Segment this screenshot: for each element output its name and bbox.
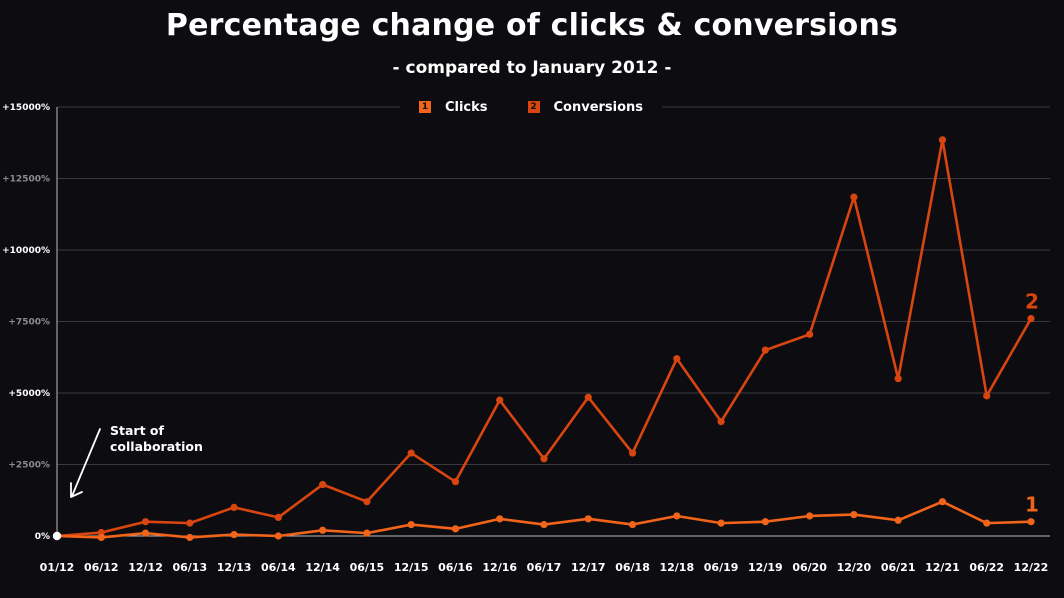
annotation-arrow-icon	[70, 428, 101, 498]
data-point-clicks	[496, 515, 504, 523]
data-point-clicks	[407, 520, 415, 529]
y-tick-label: +2500%	[8, 461, 50, 471]
x-tick-label: 12/13	[217, 561, 252, 574]
legend-marker-conversions: 2	[527, 101, 540, 113]
data-point-conversions	[983, 392, 991, 400]
x-tick-label: 12/15	[394, 561, 429, 574]
x-tick-label: 12/14	[305, 561, 340, 574]
data-point-conversions	[141, 518, 150, 526]
data-point-clicks	[451, 525, 460, 533]
data-point-conversions	[363, 498, 371, 506]
y-tick-label: +12500%	[2, 175, 50, 185]
x-tick-label: 06/22	[969, 561, 1004, 574]
data-point-conversions	[761, 346, 769, 354]
data-point-clicks	[1027, 518, 1035, 526]
data-point-clicks	[806, 512, 814, 520]
annotation-text: Start of collaboration	[110, 423, 230, 455]
data-point-clicks	[274, 532, 282, 540]
data-point-conversions	[938, 136, 947, 144]
data-point-clicks	[97, 533, 105, 542]
data-point-clicks	[894, 516, 902, 524]
x-tick-label: 12/18	[659, 561, 694, 574]
data-point-clicks	[540, 520, 548, 529]
x-tick-label: 06/20	[792, 561, 827, 574]
annotation-line-1: Start of	[110, 423, 164, 438]
legend-marker-clicks: 1	[418, 101, 431, 113]
chart-title: Percentage change of clicks & conversion…	[165, 8, 899, 43]
x-tick-label: 12/22	[1014, 561, 1049, 574]
data-point-conversions	[717, 418, 725, 426]
x-tick-label: 06/12	[84, 561, 119, 574]
data-point-clicks	[717, 519, 725, 527]
y-tick-label: +5000%	[8, 389, 50, 399]
x-tick-label: 12/21	[925, 561, 960, 574]
data-point-conversions	[806, 330, 814, 338]
data-point-clicks	[628, 520, 637, 529]
data-point-clicks	[938, 498, 947, 506]
x-tick-label: 06/16	[438, 561, 473, 574]
annotation-line-2: collaboration	[110, 439, 203, 454]
y-tick-label: +15000%	[2, 103, 50, 113]
legend-item-clicks: 1 Clicks	[418, 99, 488, 115]
data-point-conversions	[850, 193, 858, 201]
data-point-conversions	[407, 449, 415, 457]
x-tick-label: 12/17	[571, 561, 606, 574]
data-point-clicks	[319, 526, 327, 534]
data-point-clicks	[230, 530, 238, 539]
legend-item-conversions: 2 Conversions	[527, 99, 644, 115]
y-tick-label: 0%	[35, 532, 50, 542]
x-tick-label: 01/12	[40, 561, 75, 574]
y-tick-label: +10000%	[2, 246, 50, 256]
x-tick-label: 06/19	[704, 561, 739, 574]
series-end-label-clicks: 1	[1025, 493, 1039, 517]
data-point-clicks	[186, 533, 194, 542]
data-point-conversions	[451, 478, 460, 486]
data-point-conversions	[673, 355, 681, 363]
series-end-label-conversions: 2	[1025, 290, 1039, 314]
series-line-conversions	[55, 138, 1033, 538]
data-point-clicks	[761, 518, 769, 526]
x-tick-label: 06/14	[261, 561, 296, 574]
legend: 1 Clicks 2 Conversions	[400, 98, 662, 116]
data-point-conversions	[496, 396, 504, 404]
data-point-conversions	[1027, 315, 1035, 323]
data-point-clicks	[363, 529, 371, 537]
x-tick-label: 06/17	[527, 561, 562, 574]
data-point-conversions	[230, 503, 238, 511]
x-tick-label: 12/12	[128, 561, 163, 574]
legend-label-conversions: Conversions	[553, 99, 644, 115]
data-point-conversions	[584, 393, 592, 401]
legend-label-clicks: Clicks	[444, 99, 488, 115]
data-point-clicks	[141, 529, 150, 537]
x-tick-label: 06/13	[172, 561, 207, 574]
y-tick-label: +7500%	[8, 318, 50, 328]
x-tick-label: 12/20	[837, 561, 872, 574]
data-point-conversions	[319, 480, 327, 489]
data-point-conversions	[628, 449, 637, 457]
x-tick-label: 12/19	[748, 561, 783, 574]
chart-subtitle: - compared to January 2012 -	[392, 58, 672, 78]
data-point-clicks	[673, 512, 681, 520]
data-point-clicks	[850, 510, 858, 519]
data-point-conversions	[186, 519, 194, 527]
data-point-conversions	[274, 513, 282, 522]
data-point-conversions	[540, 455, 548, 463]
data-point-clicks	[584, 515, 592, 523]
data-point-conversions	[894, 375, 902, 383]
origin-point	[52, 531, 62, 541]
x-tick-label: 06/21	[881, 561, 916, 574]
x-tick-label: 06/15	[350, 561, 385, 574]
data-point-clicks	[983, 519, 991, 527]
x-tick-label: 06/18	[615, 561, 650, 574]
x-tick-label: 12/16	[482, 561, 517, 574]
